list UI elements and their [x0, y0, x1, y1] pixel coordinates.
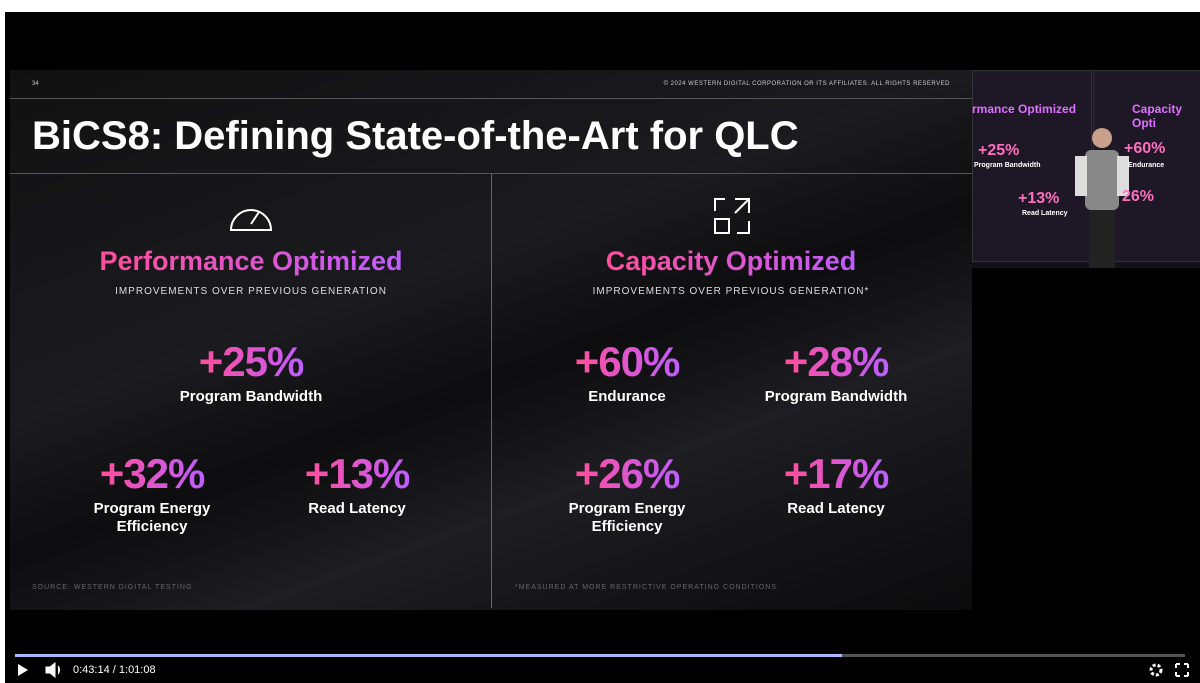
volume-button[interactable] [45, 662, 60, 678]
inset-text: Program Bandwidth [974, 162, 1041, 169]
slide-title: BiCS8: Defining State-of-the-Art for QLC [32, 114, 799, 158]
divider [491, 173, 492, 608]
slide: 34 © 2024 WESTERN DIGITAL CORPORATION OR… [10, 70, 972, 610]
page-number: 34 [32, 81, 39, 87]
current-time: 0:43:14 [73, 664, 110, 676]
controls [18, 662, 60, 678]
metric-value: +60% [574, 338, 681, 385]
inset-text: +25% [978, 142, 1020, 159]
metric-label: Program Energy Efficiency [568, 500, 686, 535]
rule [10, 98, 972, 99]
footnote: *MEASURED AT MORE RESTRICTIVE OPERATING … [515, 584, 780, 591]
inset-text: +60% [1124, 140, 1166, 157]
inset-text: +13% [1018, 190, 1060, 207]
gauge-icon [229, 209, 273, 231]
metric-value: +28% [783, 338, 890, 385]
metric-label: Read Latency [308, 500, 406, 517]
right-controls [1149, 663, 1189, 677]
inset-text: Endurance [1128, 162, 1165, 169]
play-button[interactable] [18, 664, 28, 676]
metric-value: +32% [99, 450, 206, 497]
metric-value: +26% [574, 450, 681, 497]
metric-value: +25% [198, 338, 305, 385]
inset-text: Capacity Opti [1132, 102, 1183, 130]
expand-icon [714, 198, 750, 234]
metric-label: Program Bandwidth [179, 388, 323, 405]
metric-label: Endurance [588, 388, 666, 405]
metric-label: Program Energy Efficiency [93, 500, 211, 535]
panel-subheading: IMPROVEMENTS OVER PREVIOUS GENERATION* [592, 286, 870, 297]
metric-value: +13% [304, 450, 411, 497]
panel-heading: Performance Optimized [99, 246, 403, 276]
presenter [1075, 128, 1129, 268]
time-display: 0:43:14 / 1:01:08 [73, 664, 156, 676]
duration: 1:01:08 [118, 664, 156, 676]
metric-label: Read Latency [787, 500, 885, 517]
inset-text: 26% [1122, 188, 1155, 205]
copyright: © 2024 WESTERN DIGITAL CORPORATION OR IT… [663, 81, 950, 87]
separator: / [112, 664, 116, 676]
progress-track[interactable] [15, 654, 1185, 657]
panel-subheading: IMPROVEMENTS OVER PREVIOUS GENERATION [115, 286, 387, 297]
presenter-view: rmance Optimized Capacity Opti +25% Program… [972, 70, 1200, 268]
footnote: SOURCE: WESTERN DIGITAL TESTING. [32, 584, 196, 591]
panel-heading: Capacity Optimized [605, 246, 857, 276]
inset-text: Read Latency [1022, 210, 1068, 217]
metric-label: Program Bandwidth [764, 388, 908, 405]
inset-text: rmance Optimized [972, 102, 1077, 116]
settings-button[interactable] [1149, 663, 1163, 677]
fullscreen-button[interactable] [1175, 663, 1189, 677]
metric-value: +17% [783, 450, 890, 497]
